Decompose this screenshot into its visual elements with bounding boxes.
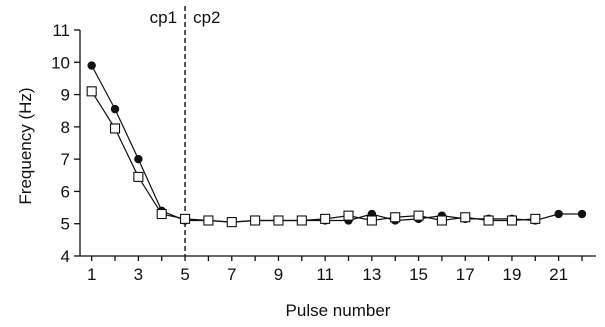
data-point-circle [554,209,563,219]
data-point-square [506,215,517,226]
y-tick-label: 6 [61,182,70,201]
x-tick-label: 1 [87,265,96,284]
data-point-square [203,215,214,226]
x-tick-label: 19 [502,265,521,284]
x-tick-label: 11 [316,265,334,284]
data-point-circle [87,61,96,70]
data-point-square [530,213,541,224]
y-tick-label: 4 [61,247,70,266]
x-tick-label: 5 [180,265,189,284]
x-tick-label: 7 [227,265,236,284]
data-point-square [413,210,424,221]
y-tick-label: 11 [52,21,70,40]
y-tick-label: 9 [61,86,70,105]
x-axis-title: Pulse number [286,301,391,320]
data-point-square [483,215,494,226]
y-tick-label: 8 [61,118,70,137]
y-axis-title: Frequency (Hz) [16,87,35,204]
data-point-square [226,217,237,228]
data-point-square [343,210,354,221]
data-point-square [133,171,144,182]
series-line [91,65,582,223]
y-tick-label: 5 [61,215,70,234]
data-point-square [180,213,191,224]
x-tick-label: 15 [409,265,428,284]
annotation-cp1: cp1 [150,8,177,27]
x-tick-label: 13 [362,265,381,284]
data-point-circle [110,104,120,114]
data-point-square [366,215,377,226]
y-tick-label: 10 [51,53,70,72]
series-1 [86,86,541,228]
x-tick-label: 9 [274,265,283,284]
series-0 [87,61,587,227]
data-point-square [86,86,97,97]
x-tick-label: 3 [134,265,143,284]
data-point-square [273,215,284,226]
data-point-square [460,212,471,223]
data-point-square [156,208,167,220]
data-point-circle [134,154,143,164]
data-point-square [320,213,331,224]
data-point-square [436,215,447,226]
x-tick-label: 21 [549,265,568,284]
data-point-square [109,123,121,134]
data-point-square [250,215,261,226]
x-tick-label: 17 [456,265,475,284]
annotation-cp2: cp2 [193,8,220,27]
series-layer [86,61,587,228]
data-point-circle [577,209,587,219]
data-point-square [390,212,401,223]
data-point-square [296,215,307,226]
y-tick-label: 7 [61,150,70,169]
